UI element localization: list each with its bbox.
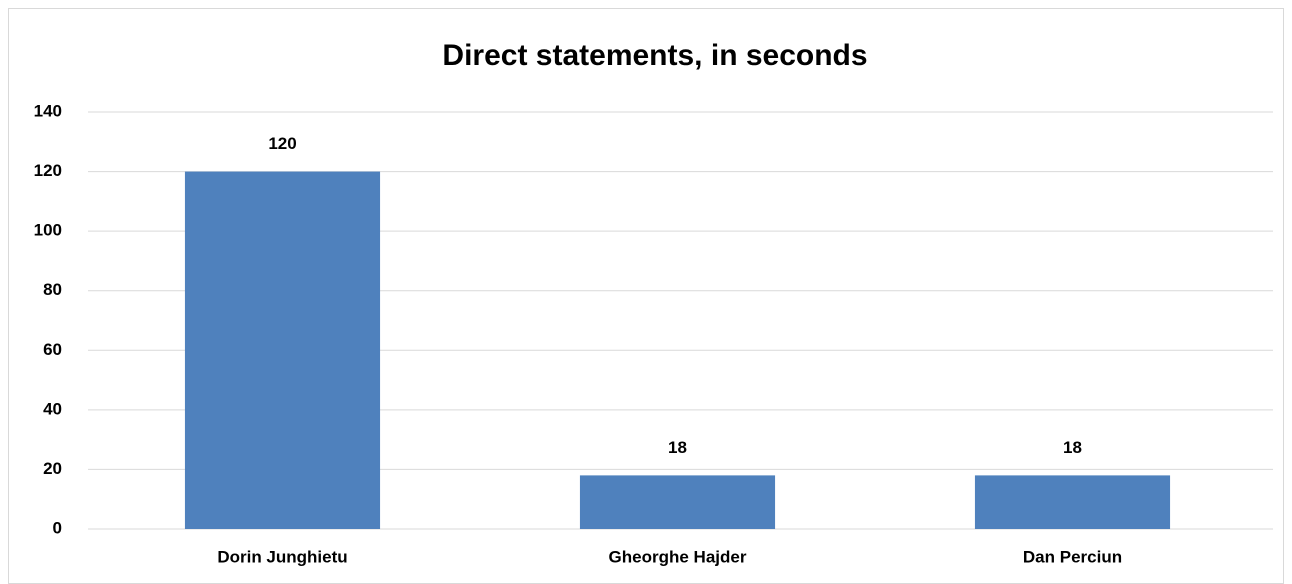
bar (184, 171, 381, 530)
y-tick-label: 80 (43, 280, 62, 299)
y-tick-label: 0 (53, 518, 62, 537)
y-tick-label: 140 (34, 101, 62, 120)
chart-title: Direct statements, in seconds (442, 39, 867, 72)
y-tick-label: 40 (43, 399, 62, 418)
data-label: 120 (268, 134, 296, 153)
bar (974, 475, 1171, 529)
bar (579, 475, 776, 529)
y-tick-label: 120 (34, 161, 62, 180)
data-label: 18 (1063, 438, 1082, 457)
y-tick-label: 60 (43, 340, 62, 359)
data-label: 18 (668, 438, 687, 457)
x-tick-label: Dorin Junghietu (217, 547, 347, 566)
x-tick-label: Dan Perciun (1023, 547, 1122, 566)
y-tick-label: 20 (43, 459, 62, 478)
x-tick-label: Gheorghe Hajder (609, 547, 747, 566)
y-tick-label: 100 (34, 221, 62, 240)
